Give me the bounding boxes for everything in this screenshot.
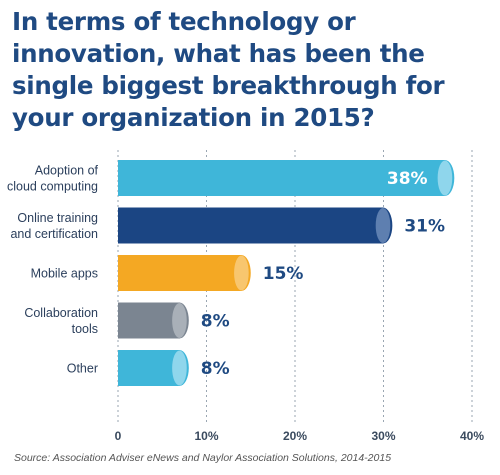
bar-cap <box>375 208 391 243</box>
bar-body <box>118 255 242 291</box>
bar-cap <box>234 255 249 291</box>
value-label: 15% <box>263 264 304 284</box>
category-label: Online training and certification <box>10 211 98 241</box>
x-axis-ticks: 0 10% 20% 30% 40% <box>115 429 485 443</box>
bar-body <box>118 350 180 386</box>
value-labels: 38% 31% 15% 8% 8% <box>201 169 445 379</box>
bar-body <box>118 302 180 339</box>
value-label: 38% <box>387 169 428 189</box>
x-tick-label: 10% <box>194 429 218 443</box>
bar-cap <box>437 160 453 196</box>
bar-body <box>118 160 446 196</box>
bars <box>118 160 455 386</box>
category-label: Other <box>67 362 98 376</box>
value-label: 8% <box>201 312 230 332</box>
x-tick-label: 40% <box>460 429 484 443</box>
bar-cap <box>172 350 187 386</box>
source-note: Source: Association Adviser eNews and Na… <box>14 452 392 464</box>
x-tick-label: 0 <box>115 429 122 443</box>
bar-cap <box>172 303 187 338</box>
chart-title: In terms of technology or innovation, wh… <box>12 7 445 132</box>
category-labels: Adoption of cloud computing Online trainin… <box>7 164 99 376</box>
x-tick-label: 20% <box>283 429 307 443</box>
value-label: 31% <box>404 217 445 237</box>
value-label: 8% <box>201 359 230 379</box>
bar-body <box>118 207 384 244</box>
category-label: Adoption of cloud computing <box>7 164 99 194</box>
category-label: Collaboration tools <box>24 306 98 336</box>
x-tick-label: 30% <box>371 429 395 443</box>
category-label: Mobile apps <box>31 267 98 281</box>
